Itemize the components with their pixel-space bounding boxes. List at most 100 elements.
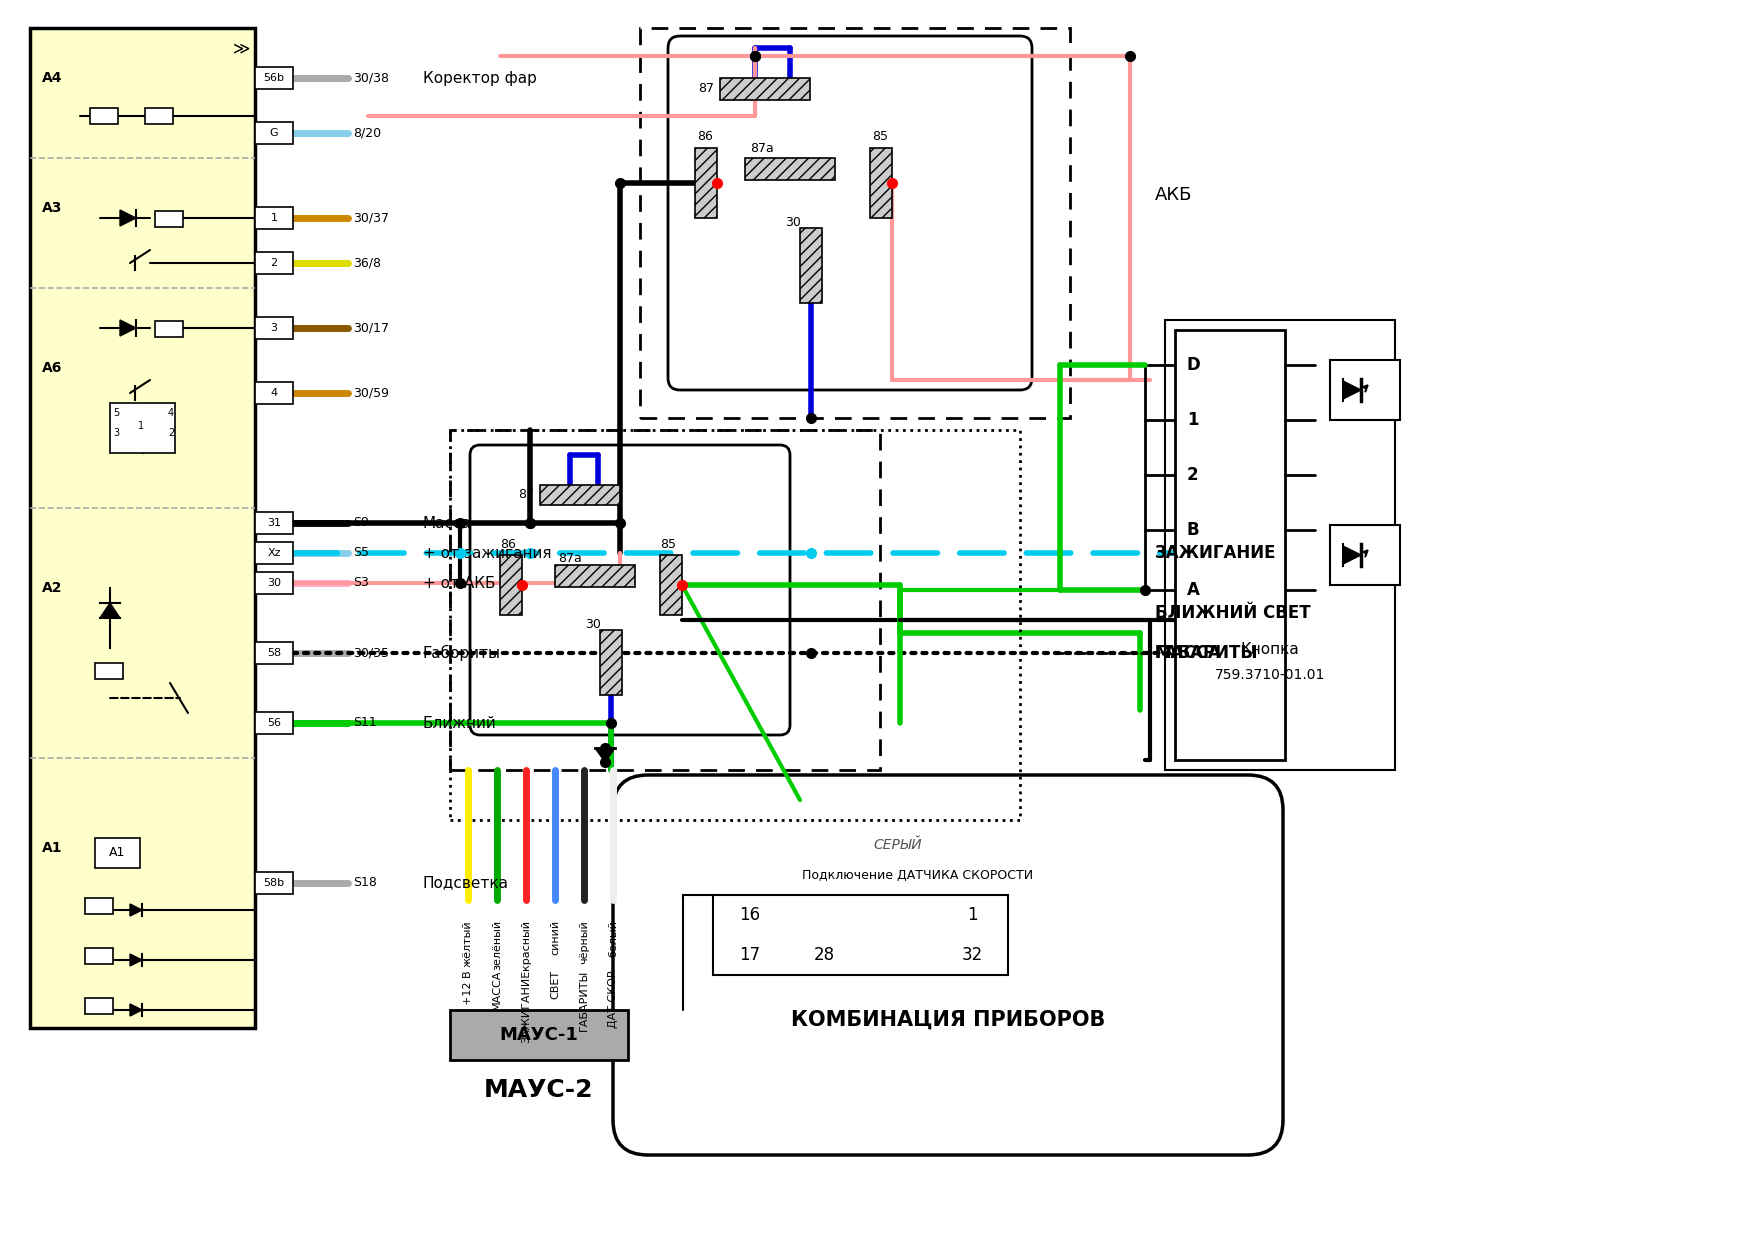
Bar — [1330, 360, 1400, 420]
Text: B: B — [1187, 521, 1200, 539]
Bar — [870, 148, 893, 218]
FancyBboxPatch shape — [612, 775, 1282, 1154]
Polygon shape — [119, 210, 137, 226]
Text: зелёный: зелёный — [493, 920, 502, 970]
Bar — [1165, 320, 1394, 770]
Bar — [451, 1011, 628, 1060]
Polygon shape — [130, 1004, 142, 1016]
Text: Подсветка: Подсветка — [423, 875, 509, 890]
Text: A1: A1 — [42, 841, 63, 856]
Bar — [254, 512, 293, 534]
FancyBboxPatch shape — [470, 445, 789, 735]
Text: 31: 31 — [267, 518, 281, 528]
Bar — [254, 872, 293, 894]
Text: ЗАЖИГАНИЕ: ЗАЖИГАНИЕ — [1154, 544, 1277, 562]
Text: 17: 17 — [740, 946, 761, 963]
Text: МАССА: МАССА — [1154, 644, 1223, 662]
Text: 759.3710-01.01: 759.3710-01.01 — [1216, 668, 1326, 682]
Text: S11: S11 — [353, 717, 377, 729]
Polygon shape — [130, 954, 142, 966]
Text: БЛИЖНИЙ СВЕТ: БЛИЖНИЙ СВЕТ — [1154, 604, 1310, 622]
Text: 87a: 87a — [751, 141, 774, 155]
Text: 86: 86 — [500, 538, 516, 552]
Text: 58: 58 — [267, 649, 281, 658]
Bar — [719, 78, 810, 100]
Text: A6: A6 — [42, 361, 63, 374]
Text: Подключение ДАТЧИКА СКОРОСТИ: Подключение ДАТЧИКА СКОРОСТИ — [802, 868, 1033, 882]
Bar — [500, 556, 523, 615]
Bar — [111, 403, 175, 453]
Bar — [660, 556, 682, 615]
Bar — [712, 895, 1009, 975]
Polygon shape — [119, 320, 137, 336]
Text: 4: 4 — [270, 388, 277, 398]
Text: 56: 56 — [267, 718, 281, 728]
Bar — [254, 67, 293, 89]
Text: A3: A3 — [42, 201, 63, 215]
Text: Масса: Масса — [423, 516, 472, 531]
Text: 3: 3 — [112, 428, 119, 438]
Text: 30: 30 — [786, 217, 802, 229]
Text: S5: S5 — [353, 547, 368, 559]
Text: СВЕТ: СВЕТ — [551, 970, 560, 999]
Polygon shape — [130, 904, 142, 916]
Bar — [254, 382, 293, 404]
Text: 87: 87 — [698, 83, 714, 95]
Bar — [84, 949, 112, 963]
Text: 2: 2 — [168, 428, 174, 438]
Text: ГАБАРИТЫ: ГАБАРИТЫ — [579, 970, 589, 1032]
Text: A: A — [1187, 582, 1200, 599]
Polygon shape — [595, 748, 616, 763]
Text: 16: 16 — [740, 906, 761, 924]
Bar — [154, 321, 182, 337]
Bar — [1175, 330, 1286, 760]
Bar — [89, 108, 118, 124]
FancyBboxPatch shape — [668, 36, 1031, 391]
Bar — [695, 148, 717, 218]
Text: A4: A4 — [42, 71, 63, 86]
Text: 8/20: 8/20 — [353, 126, 381, 140]
Polygon shape — [1344, 381, 1361, 399]
Text: Ближний: Ближний — [423, 715, 496, 730]
Text: A1: A1 — [109, 847, 125, 859]
Polygon shape — [100, 603, 119, 618]
Bar — [600, 630, 623, 694]
Bar — [84, 998, 112, 1014]
Text: 85: 85 — [872, 129, 888, 143]
Text: МАССА: МАССА — [493, 970, 502, 1011]
Text: 87: 87 — [517, 489, 533, 501]
Bar — [254, 572, 293, 594]
Text: 30/17: 30/17 — [353, 321, 389, 335]
Bar — [30, 29, 254, 1028]
Bar — [146, 108, 174, 124]
Bar — [254, 122, 293, 144]
Text: красный: красный — [521, 920, 531, 970]
Text: 30/38: 30/38 — [353, 72, 389, 84]
Text: 87a: 87a — [558, 552, 582, 564]
Bar — [254, 252, 293, 274]
Text: ЗАЖИГАНИЕ: ЗАЖИГАНИЕ — [521, 970, 531, 1043]
Bar — [254, 642, 293, 663]
Text: S3: S3 — [353, 577, 368, 589]
Text: 30/37: 30/37 — [353, 212, 389, 224]
Text: 30: 30 — [267, 578, 281, 588]
Text: 1: 1 — [270, 213, 277, 223]
Text: 2: 2 — [1187, 466, 1198, 484]
Text: S18: S18 — [353, 877, 377, 889]
Text: АКБ: АКБ — [1154, 186, 1193, 205]
Bar — [95, 838, 140, 868]
Text: 1: 1 — [966, 906, 977, 924]
Bar — [451, 430, 881, 770]
Text: Кнопка: Кнопка — [1240, 642, 1300, 657]
Bar — [84, 898, 112, 914]
Text: Коректор фар: Коректор фар — [423, 71, 537, 86]
Text: 3: 3 — [270, 322, 277, 334]
Text: 5: 5 — [112, 408, 119, 418]
Bar — [745, 157, 835, 180]
Text: + от АКБ: + от АКБ — [423, 575, 495, 590]
Text: 58b: 58b — [263, 878, 284, 888]
Text: белый: белый — [609, 920, 617, 957]
Text: МАУС-1: МАУС-1 — [500, 1025, 579, 1044]
Bar — [154, 211, 182, 227]
Text: Xz: Xz — [267, 548, 281, 558]
